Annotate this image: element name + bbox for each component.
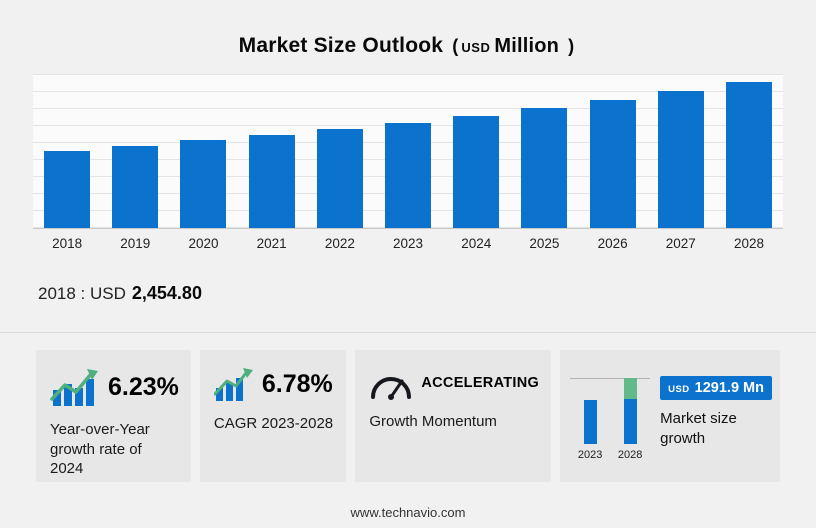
card-cagr-top: 6.78% (213, 366, 335, 402)
x-tick-2018: 2018 (52, 236, 83, 251)
chart-plot-area (33, 74, 783, 229)
x-tick-2026: 2026 (597, 236, 628, 251)
title-unit: Million (494, 35, 560, 57)
bar-column-2025 (510, 108, 578, 228)
title-paren-open: ( (452, 36, 459, 56)
mini-bar-2028-growth-cap (623, 378, 637, 399)
section-divider (0, 332, 816, 333)
yoy-growth-value: 6.23% (108, 372, 179, 401)
badge-value: 1291.9 Mn (694, 380, 764, 396)
bar-column-2027 (647, 91, 715, 228)
bar-column-2028 (715, 82, 783, 228)
card-growth-momentum: ACCELERATING Growth Momentum (355, 350, 552, 482)
bar-chart-growth-icon (50, 366, 100, 408)
bar-2028 (725, 82, 772, 228)
speedometer-icon (369, 366, 413, 400)
base-year-label: 2018 : USD (38, 284, 126, 303)
x-tick-2020: 2020 (188, 236, 219, 251)
bar-column-2024 (442, 116, 510, 228)
bar-chart-growth-icon (213, 366, 254, 402)
x-tick-2028: 2028 (733, 236, 764, 251)
market-size-chart: 2018 2019 2020 2021 2022 2023 2024 2025 2026 2027… (33, 74, 783, 251)
card-momentum-top: ACCELERATING (369, 366, 539, 400)
bar-2027 (657, 91, 704, 228)
x-tick-2022: 2022 (324, 236, 355, 251)
chart-x-axis-labels: 2018 2019 2020 2021 2022 2023 2024 2025 2026 2027… (33, 236, 783, 251)
x-tick-2024: 2024 (461, 236, 492, 251)
x-tick-2023: 2023 (393, 236, 424, 251)
growth-right: USD 1291.9 Mn Market size growth (660, 364, 772, 472)
bar-2023 (385, 123, 432, 228)
bar-column-2026 (579, 100, 647, 228)
footer-url: www.technavio.com (350, 505, 466, 520)
bar-2021 (248, 135, 295, 228)
cagr-value: 6.78% (261, 369, 333, 398)
yoy-growth-label: Year-over-Year growth rate of 2024 (50, 421, 150, 477)
bar-2026 (589, 100, 636, 228)
bar-column-2018 (33, 151, 101, 228)
growth-label: Market size growth (660, 410, 737, 447)
x-tick-2025: 2025 (529, 236, 560, 251)
bar-2019 (112, 146, 159, 228)
x-tick-2027: 2027 (665, 236, 696, 251)
mini-bar-2028 (623, 378, 637, 444)
bar-2020 (180, 140, 227, 228)
base-year-value: 2,454.80 (131, 283, 202, 303)
x-tick-2021: 2021 (256, 236, 287, 251)
title-main: Market Size Outlook (238, 34, 444, 57)
mini-bar-comparison-chart: 2023 2028 (570, 364, 651, 472)
mini-bar-labels: 2023 2028 (570, 449, 650, 461)
momentum-value: ACCELERATING (421, 375, 540, 391)
cagr-label: CAGR 2023-2028 (213, 415, 334, 432)
bar-2022 (316, 129, 363, 228)
base-year-annotation: 2018 : USD 2,454.80 (38, 283, 816, 304)
title-currency: USD (461, 40, 491, 55)
card-yoy-top: 6.23% (50, 366, 179, 408)
card-market-size-growth: 2023 2028 USD 1291.9 Mn Market size grow… (560, 350, 780, 482)
bar-2024 (453, 116, 500, 228)
bar-column-2021 (238, 135, 306, 228)
bar-2025 (521, 108, 568, 228)
stat-cards: 6.23% Year-over-Year growth rate of 2024… (36, 350, 780, 482)
title-paren-close: ) (568, 36, 575, 56)
card-cagr: 6.78% CAGR 2023-2028 (199, 350, 347, 482)
mini-label-2023: 2023 (577, 449, 603, 461)
mini-label-2028: 2028 (617, 449, 643, 461)
bar-column-2020 (169, 140, 237, 228)
bar-column-2023 (374, 123, 442, 228)
momentum-label: Growth Momentum (369, 413, 497, 430)
card-yoy-growth: 6.23% Year-over-Year growth rate of 2024 (36, 350, 191, 482)
bar-2018 (44, 151, 91, 228)
x-tick-2019: 2019 (120, 236, 151, 251)
badge-currency: USD (668, 384, 690, 395)
growth-amount-badge: USD 1291.9 Mn (660, 376, 772, 400)
bar-column-2019 (101, 146, 169, 228)
mini-bars (570, 378, 651, 444)
mini-bar-2023 (583, 400, 597, 444)
page-title: Market Size Outlook (USD Million ) (0, 0, 816, 58)
bar-column-2022 (306, 129, 374, 228)
